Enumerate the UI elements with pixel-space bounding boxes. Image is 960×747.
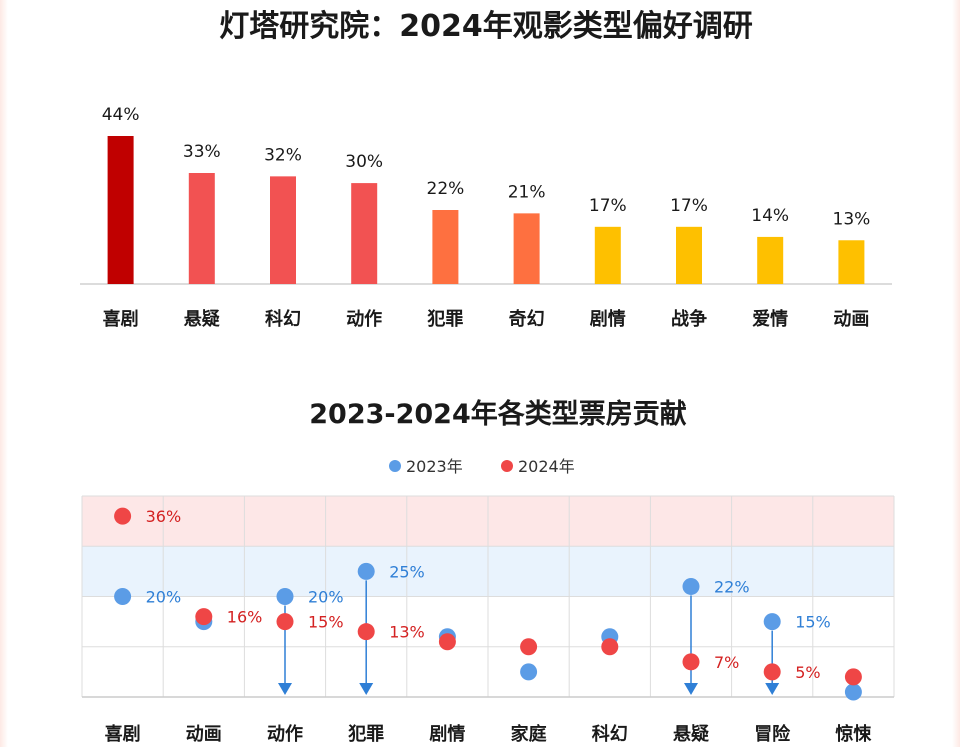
bar-category-label: 动画 [833,309,869,330]
right-edge-shade [952,0,960,747]
bar-value-label: 30% [345,152,383,172]
bar-category-label: 剧情 [590,309,626,330]
bar-value-label: 33% [183,142,221,162]
legend: 2023年 2024年 [389,457,575,476]
point-2024 [276,613,294,631]
point-2023 [357,562,375,580]
label-2023: 25% [389,562,425,581]
bar-category-label: 奇幻 [509,308,545,330]
decline-arrow-head [684,683,698,695]
bar-value-label: 32% [264,145,302,165]
bar [838,240,865,284]
bar [188,173,215,284]
dot-chart: 喜剧 动画 动作 犯罪 剧情 家庭 科幻 悬疑 冒险 惊悚 20% 36% 16% 20% 15% 25% 13… [81,495,895,745]
point-2024 [438,633,456,651]
legend-2023-marker [389,460,401,472]
point-2024 [601,638,619,656]
label-2023: 22% [714,577,750,596]
dot-category-label: 犯罪 [347,723,384,745]
label-2024: 15% [308,613,344,632]
dot-category-label: 悬疑 [672,724,709,745]
legend-2023-label: 2023年 [406,457,463,476]
bar-category-label: 爱情 [752,309,788,330]
bar [513,213,540,284]
dot-category-label: 喜剧 [105,724,141,745]
decline-arrow-head [278,683,292,695]
label-2024: 13% [389,623,425,642]
point-2024 [357,623,375,641]
bar-value-label: 17% [670,196,708,216]
bar-category-label: 战争 [671,308,707,330]
point-2023 [763,613,781,631]
bar [270,176,296,284]
point-2023 [682,577,700,595]
bar-category-label: 犯罪 [426,308,463,330]
label-2023: 15% [795,613,831,632]
bar-value-label: 17% [589,196,627,216]
point-2023 [114,588,132,605]
bar-category-label: 悬疑 [183,309,220,330]
legend-2024-label: 2024年 [518,457,575,476]
bar-value-label: 13% [833,209,871,229]
bar-value-label: 44% [102,105,140,125]
bar [757,236,784,284]
label-2023: 20% [308,588,344,607]
point-2024 [520,638,538,656]
dot-category-label: 冒险 [754,723,791,745]
bar-category-label: 动作 [346,308,382,330]
bar [594,226,621,284]
bar-chart: 44% 喜剧 33% 悬疑 32% 科幻 30% 动作 22% 犯罪 21% 奇幻 17% 剧情 17% 战争… [80,105,892,330]
point-2024 [114,507,132,525]
label-2024: 5% [795,663,820,682]
decline-arrow-head [359,683,374,695]
point-2023 [276,588,294,605]
point-2024 [844,668,862,686]
left-edge-shade [0,0,8,747]
legend-2024-marker [501,460,513,472]
dot-category-label: 动作 [267,723,303,745]
dot-category-label: 剧情 [429,724,465,745]
dot-category-label: 科幻 [592,723,628,745]
decline-arrow-head [765,683,780,695]
dot-category-label: 动画 [186,724,222,745]
point-2024 [763,663,781,681]
point-2024 [682,653,700,671]
bar-value-label: 22% [427,179,465,199]
bar-value-label: 21% [508,182,546,202]
bar-category-label: 科幻 [265,308,301,330]
bar [351,183,378,284]
bar-value-label: 14% [751,206,789,226]
bar-category-label: 喜剧 [103,309,139,330]
label-2024: 7% [714,653,739,672]
label-2023: 20% [146,588,182,607]
point-2023 [844,683,862,701]
bar [676,226,702,284]
top-chart-title: 灯塔研究院：2024年观影类型偏好调研 [219,9,753,44]
point-2023 [520,663,538,681]
dot-category-label: 惊悚 [835,723,872,745]
dot-category-label: 家庭 [511,723,547,745]
label-2024: 16% [227,608,263,627]
bottom-chart-title: 2023-2024年各类型票房贡献 [309,398,687,430]
bar [432,210,459,284]
point-2024 [195,608,213,626]
bar [107,136,134,284]
label-2024: 36% [146,507,182,526]
